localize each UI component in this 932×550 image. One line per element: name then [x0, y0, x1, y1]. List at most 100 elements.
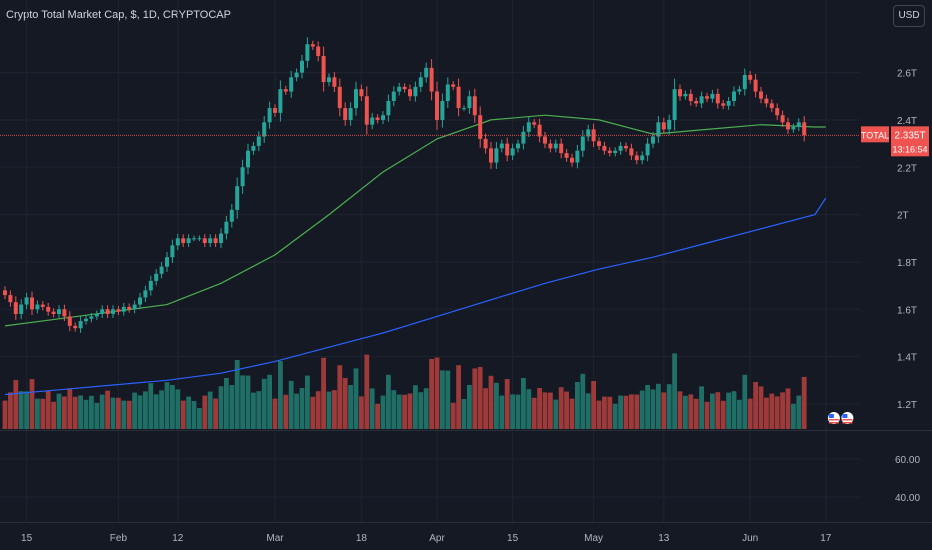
volume-bar: [483, 388, 488, 429]
volume-bar: [202, 395, 208, 429]
volume-bar: [375, 403, 380, 429]
candle-body: [278, 89, 283, 113]
candle-body: [375, 117, 380, 120]
candle-body: [181, 238, 186, 244]
candle-body: [40, 304, 45, 307]
candle-body: [737, 89, 742, 92]
volume-bar: [737, 399, 742, 429]
candle-body: [721, 103, 726, 106]
candle-body: [127, 306, 132, 310]
volume-bar: [137, 395, 143, 429]
volume-bar: [369, 388, 375, 429]
volume-bar: [672, 353, 677, 429]
time-axis-label: 12: [172, 533, 184, 544]
candle-body: [537, 124, 542, 137]
candle-body: [656, 122, 661, 137]
candle-body: [197, 238, 202, 240]
candle-body: [429, 67, 434, 92]
volume-bar: [639, 390, 645, 429]
candle-body: [202, 238, 207, 244]
volume-bar: [288, 380, 294, 429]
volume-bar: [197, 408, 202, 429]
candle-body: [159, 266, 164, 274]
volume-bar: [693, 398, 699, 429]
candle-body: [694, 101, 699, 104]
candle-body: [289, 77, 294, 92]
us-flag-event-icon[interactable]: [826, 411, 841, 425]
volume-bar: [153, 394, 159, 429]
candle-body: [359, 89, 364, 97]
volume-bar: [326, 391, 332, 429]
volume-bar: [67, 388, 73, 429]
volume-bar: [386, 374, 391, 429]
candle-body: [229, 209, 234, 222]
volume-bar: [677, 391, 683, 429]
candle-body: [343, 108, 348, 120]
us-flag-event-icon[interactable]: [840, 411, 855, 425]
candle-body: [224, 221, 229, 234]
volume-bar: [191, 401, 197, 429]
volume-bar: [164, 382, 170, 429]
candle-body: [667, 119, 672, 130]
volume-bar: [413, 385, 418, 429]
volume-bar: [699, 386, 704, 429]
candle-body: [148, 280, 153, 291]
candle-body: [688, 93, 693, 102]
candle-body: [591, 129, 596, 142]
candle-body: [30, 297, 34, 310]
volume-bar: [94, 402, 100, 429]
time-axis-label: 15: [21, 533, 33, 544]
time-axis-label: Apr: [429, 533, 445, 544]
candle-body: [786, 122, 790, 130]
volume-bar: [40, 398, 46, 429]
candle-body: [586, 129, 591, 137]
currency-button[interactable]: USD: [893, 5, 925, 27]
volume-bar: [321, 357, 326, 429]
candle-body: [94, 314, 99, 317]
candle-body: [138, 297, 142, 305]
volume-bar: [359, 396, 364, 429]
candle-body: [499, 143, 504, 149]
flag-stripe: [828, 419, 839, 421]
volume-bar: [170, 385, 175, 429]
volume-bar: [510, 394, 515, 429]
candle-body: [645, 143, 650, 156]
volume-bar: [175, 389, 181, 429]
candle-body: [62, 309, 67, 317]
candle-body: [89, 316, 94, 319]
volume-bar: [607, 396, 613, 429]
volume-bar: [143, 391, 148, 429]
candle-body: [240, 167, 245, 187]
candles: [3, 37, 807, 333]
candle-body: [602, 145, 607, 151]
volume-bar: [596, 400, 602, 429]
volume-bar: [467, 385, 472, 429]
volume-bar: [645, 385, 650, 429]
candle-body: [532, 122, 537, 125]
volume-bar: [569, 398, 575, 429]
volume-bar: [720, 400, 726, 429]
volume-bar: [521, 378, 526, 429]
moving-average-slow-line: [4, 197, 827, 396]
candle-body: [575, 150, 580, 163]
volume-bar: [423, 388, 429, 429]
volume-bar: [283, 394, 289, 429]
time-axis-label: Feb: [110, 533, 128, 544]
volume-bar: [472, 368, 478, 429]
candle-body: [132, 304, 137, 310]
price-axis-tick: 1.6T: [897, 305, 917, 316]
volume-bar: [353, 368, 359, 429]
candle-body: [354, 89, 358, 109]
volume-bar: [494, 382, 499, 429]
candle-body: [548, 143, 553, 149]
volume-bar: [548, 392, 553, 429]
volume-bar: [305, 375, 310, 429]
candle-body: [672, 89, 677, 120]
candle-body: [294, 72, 299, 78]
volume-bar: [180, 400, 186, 429]
volume-bar: [418, 392, 424, 429]
volume-bar: [564, 391, 569, 429]
time-axis-label: May: [584, 533, 603, 544]
volume-bar: [591, 381, 596, 429]
